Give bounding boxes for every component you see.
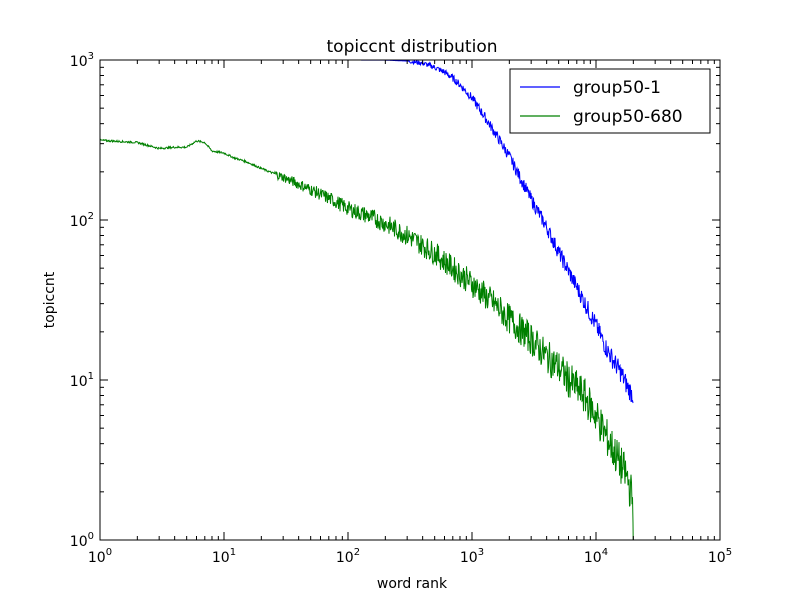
x-tick-label-exponent: 2 bbox=[354, 547, 360, 558]
x-tick-label-base: 10 bbox=[336, 550, 354, 566]
y-tick-label-exponent: 2 bbox=[88, 211, 94, 222]
x-tick-label: 101 bbox=[212, 547, 236, 566]
x-tick-label-exponent: 0 bbox=[106, 547, 112, 558]
x-tick-label-base: 10 bbox=[708, 550, 726, 566]
x-tick-label: 104 bbox=[584, 547, 608, 566]
legend-label-group50-1: group50-1 bbox=[573, 78, 661, 98]
x-tick-label: 103 bbox=[460, 547, 484, 566]
y-tick-label-base: 10 bbox=[70, 374, 88, 390]
y-tick-label-base: 10 bbox=[70, 214, 88, 230]
y-tick-label-exponent: 1 bbox=[88, 371, 94, 382]
legend: group50-1 group50-680 bbox=[509, 68, 711, 134]
y-tick-label-exponent: 3 bbox=[88, 51, 94, 62]
x-tick-label-base: 10 bbox=[584, 550, 602, 566]
x-axis-label: word rank bbox=[377, 576, 448, 592]
y-tick-label-base: 10 bbox=[70, 534, 88, 550]
x-tick-label-exponent: 3 bbox=[478, 547, 484, 558]
y-tick-label: 100 bbox=[70, 531, 94, 550]
y-tick-label: 103 bbox=[70, 51, 94, 70]
x-tick-label-exponent: 5 bbox=[726, 547, 732, 558]
x-tick-label-exponent: 4 bbox=[602, 547, 608, 558]
x-tick-label: 105 bbox=[708, 547, 732, 566]
y-tick-label: 102 bbox=[70, 211, 94, 230]
x-tick-label-base: 10 bbox=[460, 550, 478, 566]
y-tick-label: 101 bbox=[70, 371, 94, 390]
legend-label-group50-680: group50-680 bbox=[573, 107, 683, 127]
x-tick-label: 102 bbox=[336, 547, 360, 566]
x-tick-label-base: 10 bbox=[212, 550, 230, 566]
y-tick-label-exponent: 0 bbox=[88, 531, 94, 542]
x-tick-label: 100 bbox=[88, 547, 112, 566]
y-tick-label-base: 10 bbox=[70, 54, 88, 70]
y-axis-label: topiccnt bbox=[42, 271, 58, 328]
chart-title: topiccnt distribution bbox=[327, 37, 498, 57]
x-tick-label-exponent: 1 bbox=[230, 547, 236, 558]
plot-frame bbox=[99, 59, 721, 541]
x-tick-label-base: 10 bbox=[88, 550, 106, 566]
legend-box bbox=[509, 68, 711, 134]
series-line-group50-680 bbox=[100, 138, 634, 540]
